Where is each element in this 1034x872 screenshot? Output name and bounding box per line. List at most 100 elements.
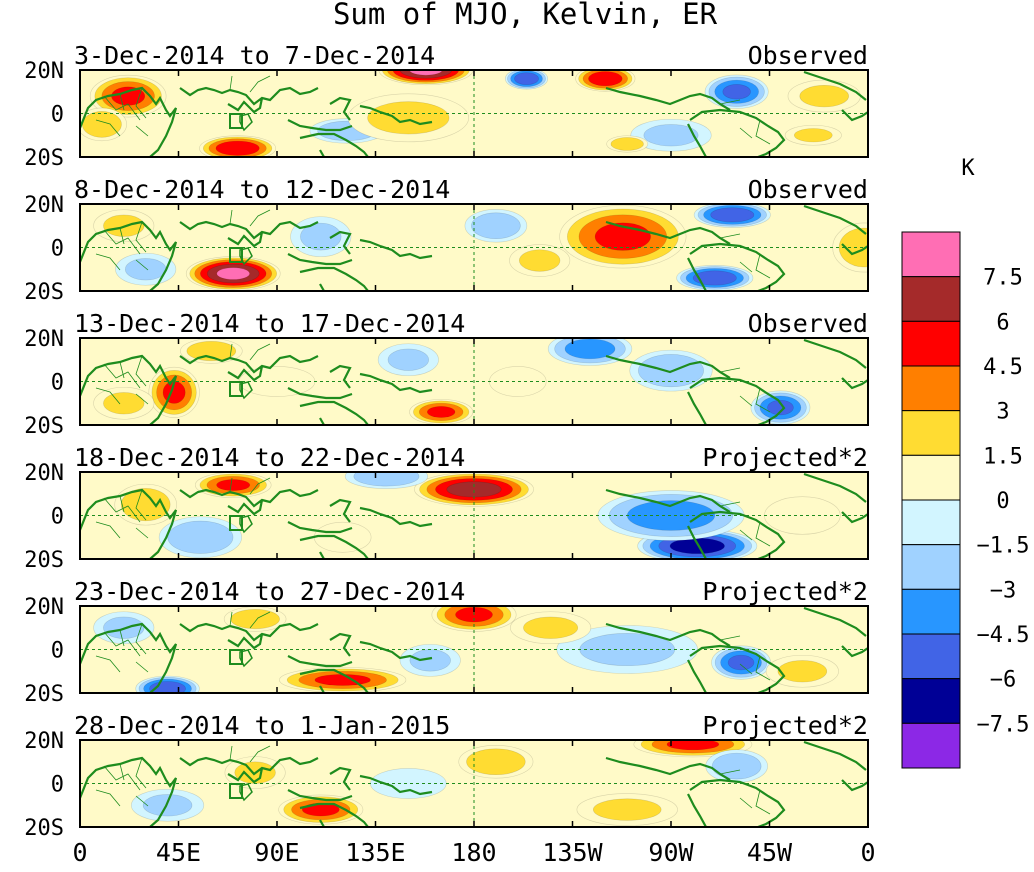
anomaly-contour [367, 101, 450, 135]
latitude-label: 20N [24, 59, 64, 84]
geography [80, 204, 868, 291]
country-borders [95, 75, 771, 145]
anomaly-contour [793, 128, 833, 143]
colorbar: K 7.5 6 4.5 3 1.5 0 −1.5 −3 −4.5 −6 −7.5 [901, 156, 1030, 769]
anomaly-contour [409, 649, 451, 672]
island-outline [239, 247, 253, 266]
colorbar-label: −7.5 [977, 712, 1030, 737]
longitude-label: 180 [451, 838, 496, 867]
colorbar-label: −1.5 [977, 534, 1030, 559]
country-borders [95, 745, 771, 815]
anomaly-field [80, 338, 868, 425]
anomaly-contour [230, 609, 280, 630]
colorbar-swatch [901, 678, 961, 724]
figure-title: Sum of MJO, Kelvin, ER [333, 0, 718, 31]
latitude-label: 20S [24, 146, 64, 171]
panel-stack: 20N 0 20S 3-Dec-2014 to 7-Dec-2014 Observed 2… [24, 41, 869, 841]
anomaly-contour [710, 207, 755, 223]
anomaly-contour [186, 341, 237, 362]
anomaly-contour [167, 520, 234, 554]
longitude-label: 90W [648, 838, 694, 867]
panel-dates: 8-Dec-2014 to 12-Dec-2014 [74, 175, 450, 204]
latitude-label: 0 [51, 639, 64, 664]
panel-dates: 3-Dec-2014 to 7-Dec-2014 [74, 41, 435, 70]
anomaly-field [80, 472, 868, 559]
panel-type: Projected*2 [702, 577, 868, 606]
anomaly-contour [216, 267, 250, 280]
colorbar-swatch [901, 499, 961, 546]
colorbar-unit: K [961, 156, 975, 181]
latitude-label: 0 [51, 371, 64, 396]
longitude-label: 0 [72, 838, 87, 867]
anomaly-contour [722, 84, 751, 100]
anomaly-contour [767, 399, 794, 416]
colorbar-label: −3 [990, 578, 1017, 603]
longitude-label: 135W [542, 838, 603, 867]
map-panel: 20N 0 20S 3-Dec-2014 to 7-Dec-2014 Observed [24, 41, 869, 171]
colorbar-swatch [901, 633, 961, 680]
anomaly-contour [466, 748, 526, 776]
anomaly-contour [777, 660, 828, 683]
colorbar-label: 6 [996, 310, 1009, 335]
anomaly-contour [300, 222, 342, 251]
colorbar-swatch [901, 722, 961, 769]
geography [80, 70, 868, 157]
longitude-label: 0 [860, 838, 875, 867]
panel-dates: 23-Dec-2014 to 27-Dec-2014 [74, 577, 465, 606]
coastline [80, 472, 868, 559]
colorbar-label: 0 [996, 489, 1009, 514]
anomaly-contour [446, 481, 502, 498]
anomaly-contour [82, 111, 122, 138]
anomaly-contour [125, 258, 167, 281]
map-panel: 20N 0 20S 23-Dec-2014 to 27-Dec-2014 Project… [24, 577, 869, 707]
latitude-label: 20S [24, 816, 64, 841]
colorbar-label: 1.5 [983, 444, 1023, 469]
map-panel: 20N 0 20S 28-Dec-2014 to 1-Jan-2015 Projecte… [24, 711, 869, 841]
anomaly-contour [666, 740, 720, 751]
colorbar-label: −6 [990, 668, 1017, 693]
coastline [80, 204, 868, 291]
latitude-label: 0 [51, 103, 64, 128]
latitude-label: 20N [24, 461, 64, 486]
anomaly-contour [711, 752, 762, 780]
latitude-label: 0 [51, 237, 64, 262]
anomaly-contour [142, 794, 193, 817]
panel-type: Observed [748, 175, 868, 204]
anomaly-contour [692, 270, 737, 286]
geography [80, 472, 868, 559]
island-outline [239, 381, 253, 400]
colorbar-swatch [901, 544, 961, 590]
longitude-axis: 0 45E 90E 135E 180 135W 90W 45W 0 [72, 838, 875, 867]
anomaly-contour [353, 472, 420, 487]
country-borders [95, 611, 771, 681]
latitude-label: 20N [24, 193, 64, 218]
anomaly-contour [588, 71, 623, 87]
anomaly-contour [215, 140, 260, 156]
anomaly-contour [519, 249, 561, 272]
coastline [80, 740, 868, 827]
island-outline [239, 515, 253, 534]
colorbar-swatch [901, 588, 961, 635]
colorbar-label: −4.5 [977, 623, 1030, 648]
longitude-label: 90E [254, 838, 299, 867]
latitude-label: 0 [51, 505, 64, 530]
map-panel: 20N 0 20S 8-Dec-2014 to 12-Dec-2014 Observed [24, 175, 869, 305]
country-borders [95, 209, 771, 279]
anomaly-contour [610, 137, 644, 151]
anomaly-contour [471, 212, 521, 240]
panel-type: Projected*2 [702, 443, 868, 472]
panel-dates: 28-Dec-2014 to 1-Jan-2015 [74, 711, 450, 740]
latitude-label: 20S [24, 414, 64, 439]
anomaly-contour [426, 406, 456, 418]
panel-dates: 18-Dec-2014 to 22-Dec-2014 [74, 443, 465, 472]
latitude-label: 20N [24, 729, 64, 754]
anomaly-contour [103, 392, 145, 415]
geography [80, 740, 868, 827]
anomaly-contour [514, 72, 539, 85]
island-outline [239, 649, 253, 668]
longitude-label: 45E [156, 838, 201, 867]
anomaly-field [80, 204, 868, 291]
colorbar-swatch [901, 410, 961, 456]
colorbar-swatch [901, 320, 961, 367]
